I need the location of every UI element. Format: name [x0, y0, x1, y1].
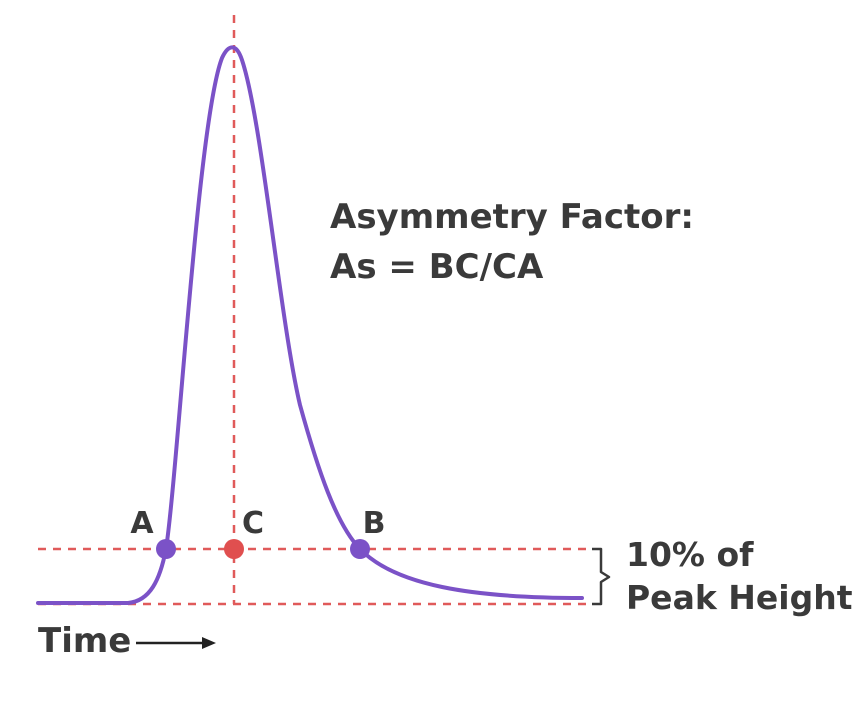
point-b-label: B: [363, 506, 386, 541]
bracket-label-line2: Peak Height: [626, 578, 853, 617]
height-bracket: [592, 547, 611, 606]
time-arrow-head: [202, 637, 216, 649]
formula-title: Asymmetry Factor:: [330, 197, 694, 237]
point-c-label: C: [242, 506, 264, 541]
point-a-label: A: [130, 506, 154, 541]
time-label: Time: [38, 621, 131, 661]
point-c-marker: [224, 539, 244, 559]
point-a-marker: [156, 539, 176, 559]
point-b-marker: [350, 539, 370, 559]
peak-curve: [36, 45, 584, 605]
formula-expression: As = BC/CA: [330, 247, 544, 287]
bracket-label-line1: 10% of: [626, 535, 754, 574]
